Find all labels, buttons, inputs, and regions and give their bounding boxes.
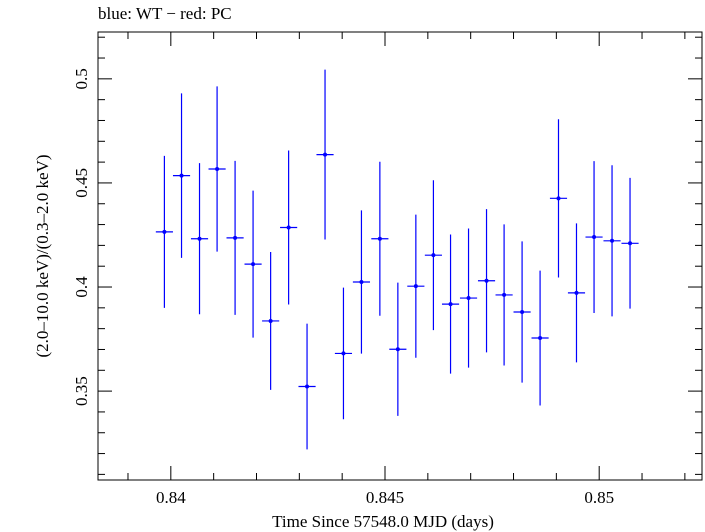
data-point [621, 177, 639, 309]
data-point [262, 252, 280, 390]
point-marker [556, 196, 561, 201]
y-axis: 0.35 0.4 0.45 0.5 [72, 36, 702, 475]
point-marker [448, 302, 453, 307]
point-marker [431, 253, 436, 258]
x-tick-label: 0.84 [156, 488, 186, 507]
point-marker [286, 225, 291, 230]
point-marker [377, 236, 382, 241]
point-marker [413, 284, 418, 289]
x-tick-label: 0.845 [366, 488, 404, 507]
y-tick-label: 0.4 [72, 276, 91, 298]
data-point [190, 163, 209, 315]
data-point [513, 241, 531, 383]
point-marker [610, 238, 615, 243]
point-marker [268, 318, 273, 323]
data-point [371, 161, 389, 316]
data-point [549, 119, 568, 278]
point-marker [233, 235, 238, 240]
data-point [495, 224, 513, 366]
data-point [208, 86, 226, 252]
data-point [441, 234, 460, 374]
point-marker [341, 351, 346, 356]
data-point [585, 161, 603, 314]
data-point [407, 214, 425, 358]
point-marker [502, 292, 507, 297]
point-marker [323, 152, 328, 157]
data-point [531, 270, 549, 406]
point-marker [628, 241, 633, 246]
point-marker [197, 236, 202, 241]
point-marker [359, 280, 364, 285]
data-point [603, 165, 621, 317]
point-marker [538, 336, 543, 341]
data-point [316, 69, 334, 240]
x-axis: 0.84 0.845 0.85 [127, 32, 686, 507]
y-tick-label: 0.5 [72, 68, 91, 89]
point-marker [395, 347, 400, 352]
plot-frame [97, 31, 703, 481]
x-tick-label: 0.85 [584, 488, 614, 507]
data-point [567, 223, 586, 363]
data-point [424, 180, 442, 331]
point-marker [466, 296, 471, 301]
data-point [226, 160, 244, 315]
point-marker [305, 384, 310, 389]
point-marker [251, 262, 256, 267]
data-point [477, 209, 496, 353]
point-marker [179, 173, 184, 178]
x-axis-label: Time Since 57548.0 MJD (days) [272, 512, 494, 531]
data-point [389, 282, 407, 416]
data-point [459, 228, 478, 368]
data-series [155, 69, 639, 450]
point-marker [520, 310, 525, 314]
point-marker [162, 229, 167, 234]
data-point [334, 287, 353, 420]
point-marker [215, 166, 220, 171]
y-tick-label: 0.35 [72, 376, 91, 406]
data-point [352, 210, 371, 354]
data-point [280, 150, 298, 305]
chart-title: blue: WT − red: PC [98, 4, 232, 23]
y-axis-label: (2.0–10.0 keV)/(0.3–2.0 keV) [33, 154, 52, 357]
y-tick-label: 0.45 [72, 168, 91, 198]
data-point [298, 323, 316, 450]
data-point [244, 190, 262, 338]
point-marker [484, 278, 489, 283]
point-marker [574, 290, 579, 295]
data-point [155, 155, 173, 308]
point-marker [592, 235, 597, 240]
data-point [172, 93, 191, 258]
